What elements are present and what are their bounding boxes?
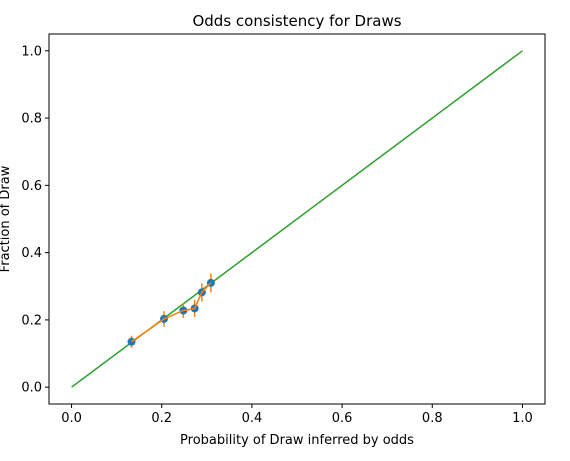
y-tick-label: 0.0 [21,381,42,396]
y-tick-label: 0.4 [21,246,42,261]
x-tick-label: 1.0 [512,411,533,426]
chart-title: Odds consistency for Draws [192,12,401,30]
x-tick-label: 0.6 [332,411,353,426]
x-tick-label: 0.4 [242,411,263,426]
x-axis-label: Probability of Draw inferred by odds [180,433,414,448]
y-tick-label: 0.2 [21,313,42,328]
x-tick-label: 0.0 [61,411,82,426]
plot-area [71,50,523,388]
y-axis-label: Fraction of Draw [0,165,13,272]
y-tick-label: 0.6 [21,179,42,194]
plot-frame [48,33,546,405]
axis-ticks: 0.0 0.2 0.4 0.6 0.8 1.0 0.0 0.2 0.4 0.6 0.8 1.0 [21,44,532,426]
y-tick-label: 0.8 [21,112,42,127]
y-tick-label: 1.0 [21,44,42,59]
series-line [131,282,212,343]
x-tick-label: 0.8 [422,411,443,426]
x-tick-label: 0.2 [151,411,172,426]
